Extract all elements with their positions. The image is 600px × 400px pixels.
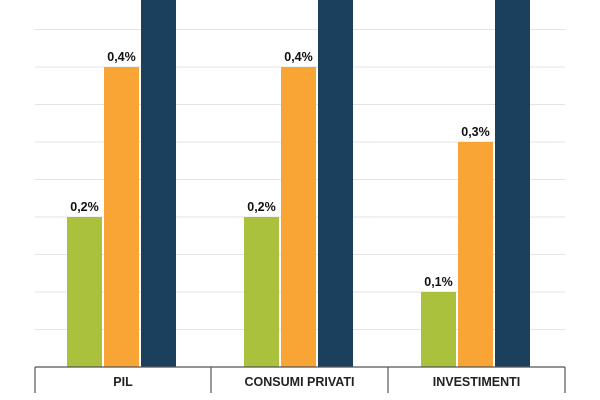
data-label: 0,1% xyxy=(424,275,453,289)
bar-pil-series-1 xyxy=(67,217,102,367)
bar-investimenti-series-3 xyxy=(495,0,530,367)
data-label: 0,3% xyxy=(461,125,490,139)
x-tick-label: CONSUMI PRIVATI xyxy=(245,375,355,389)
bars xyxy=(67,0,530,367)
bar-consumi-privati-series-3 xyxy=(318,0,353,367)
bar-pil-series-2 xyxy=(104,67,139,367)
x-axis: PIL CONSUMI PRIVATI INVESTIMENTI xyxy=(34,366,566,393)
bar-consumi-privati-series-1 xyxy=(244,217,279,367)
bar-investimenti-series-2 xyxy=(458,142,493,367)
data-label: 0,4% xyxy=(107,50,136,64)
data-label: 0,4% xyxy=(284,50,313,64)
x-tick-label: PIL xyxy=(113,375,133,389)
bar-consumi-privati-series-2 xyxy=(281,67,316,367)
bar-investimenti-series-1 xyxy=(421,292,456,367)
data-label: 0,2% xyxy=(70,200,99,214)
bar-pil-series-3 xyxy=(141,0,176,367)
data-labels: 0,2% 0,4% 0,2% 0,4% 0,1% 0,3% xyxy=(70,50,490,289)
data-label: 0,2% xyxy=(247,200,276,214)
x-tick-label: INVESTIMENTI xyxy=(433,375,521,389)
